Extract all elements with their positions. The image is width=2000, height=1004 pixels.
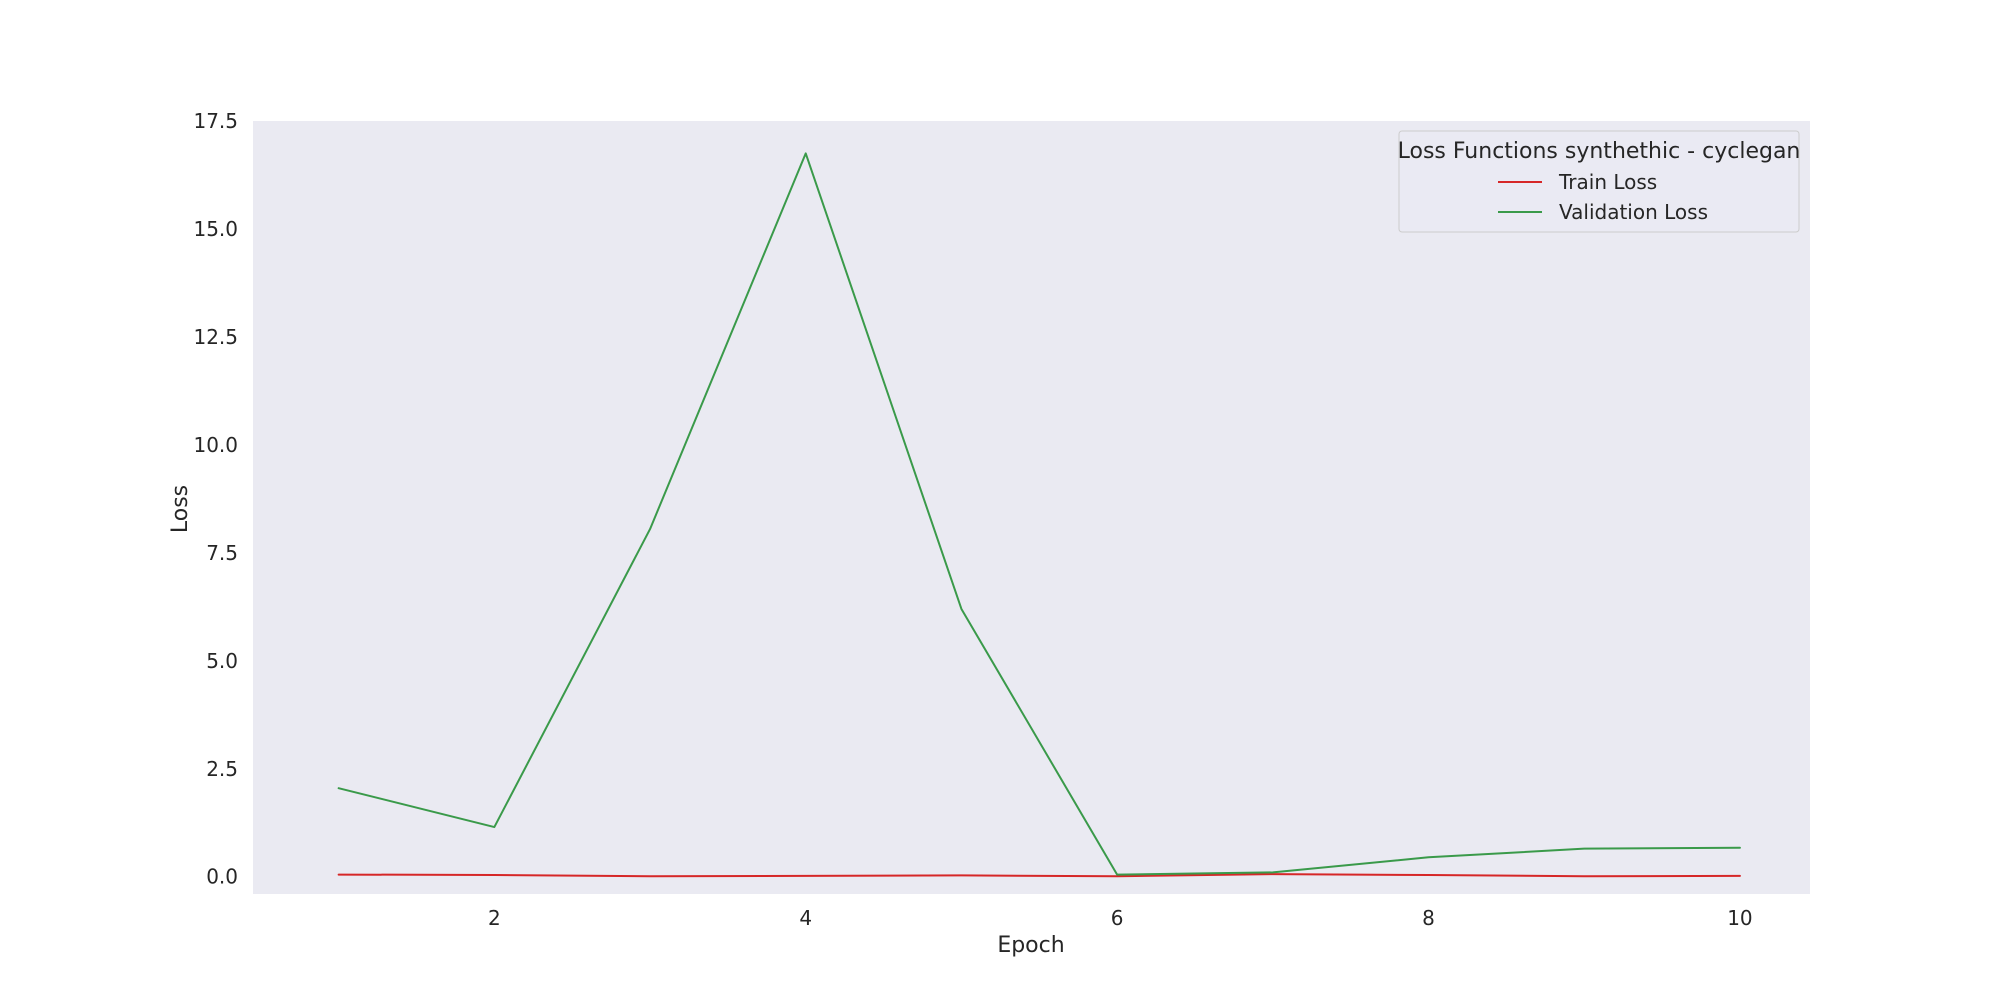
data-point-validation-loss bbox=[1428, 856, 1430, 858]
legend-label-train-loss: Train Loss bbox=[1558, 170, 1657, 194]
data-point-validation-loss bbox=[960, 608, 962, 610]
data-point-validation-loss bbox=[493, 826, 495, 828]
data-point-validation-loss bbox=[649, 528, 651, 530]
series-line-validation-loss bbox=[337, 152, 1741, 876]
x-tick-label: 8 bbox=[1422, 906, 1435, 930]
data-point-validation-loss bbox=[805, 152, 807, 154]
data-point-train-loss bbox=[1739, 875, 1741, 877]
x-tick-label: 4 bbox=[799, 906, 812, 930]
data-point-train-loss bbox=[1116, 875, 1118, 877]
y-tick-label: 15.0 bbox=[193, 217, 238, 241]
data-point-validation-loss bbox=[1739, 847, 1741, 849]
y-tick-label: 10.0 bbox=[193, 433, 238, 457]
x-tick-label: 2 bbox=[488, 906, 501, 930]
data-point-validation-loss bbox=[1583, 848, 1585, 850]
x-tick-label: 10 bbox=[1727, 906, 1752, 930]
data-point-train-loss bbox=[338, 874, 340, 876]
data-point-train-loss bbox=[1428, 874, 1430, 876]
legend-title: Loss Functions synthethic - cyclegan bbox=[1398, 139, 1801, 164]
data-point-train-loss bbox=[805, 875, 807, 877]
legend-box bbox=[1398, 130, 1800, 233]
data-point-train-loss bbox=[1583, 875, 1585, 877]
series-layer bbox=[337, 152, 1741, 878]
data-point-validation-loss bbox=[1272, 871, 1274, 873]
data-point-train-loss bbox=[1272, 873, 1274, 875]
y-tick-label: 12.5 bbox=[193, 325, 238, 349]
plot-area bbox=[253, 121, 1810, 894]
legend: Loss Functions synthethic - cyclegan Tra… bbox=[1398, 130, 1801, 233]
x-tick-label: 6 bbox=[1111, 906, 1124, 930]
y-axis-label: Loss bbox=[168, 485, 193, 533]
data-point-train-loss bbox=[960, 874, 962, 876]
legend-label-validation-loss: Validation Loss bbox=[1559, 200, 1708, 224]
data-point-validation-loss bbox=[338, 787, 340, 789]
y-tick-label: 5.0 bbox=[206, 649, 238, 673]
legend-entries: Train Loss Validation Loss bbox=[1498, 170, 1708, 224]
x-axis-label: Epoch bbox=[997, 933, 1064, 958]
y-tick-label: 17.5 bbox=[193, 109, 238, 133]
data-point-train-loss bbox=[493, 874, 495, 876]
series-line-train-loss bbox=[337, 873, 1741, 878]
data-point-train-loss bbox=[649, 875, 651, 877]
y-tick-label: 7.5 bbox=[206, 541, 238, 565]
y-tick-label: 0.0 bbox=[206, 865, 238, 889]
y-axis-ticks: 0.0 2.5 5.0 7.5 10.0 12.5 15.0 17.5 bbox=[193, 109, 238, 889]
x-axis-ticks: 2 4 6 8 10 bbox=[488, 906, 1753, 930]
y-tick-label: 2.5 bbox=[206, 757, 238, 781]
data-point-validation-loss bbox=[1116, 874, 1118, 876]
